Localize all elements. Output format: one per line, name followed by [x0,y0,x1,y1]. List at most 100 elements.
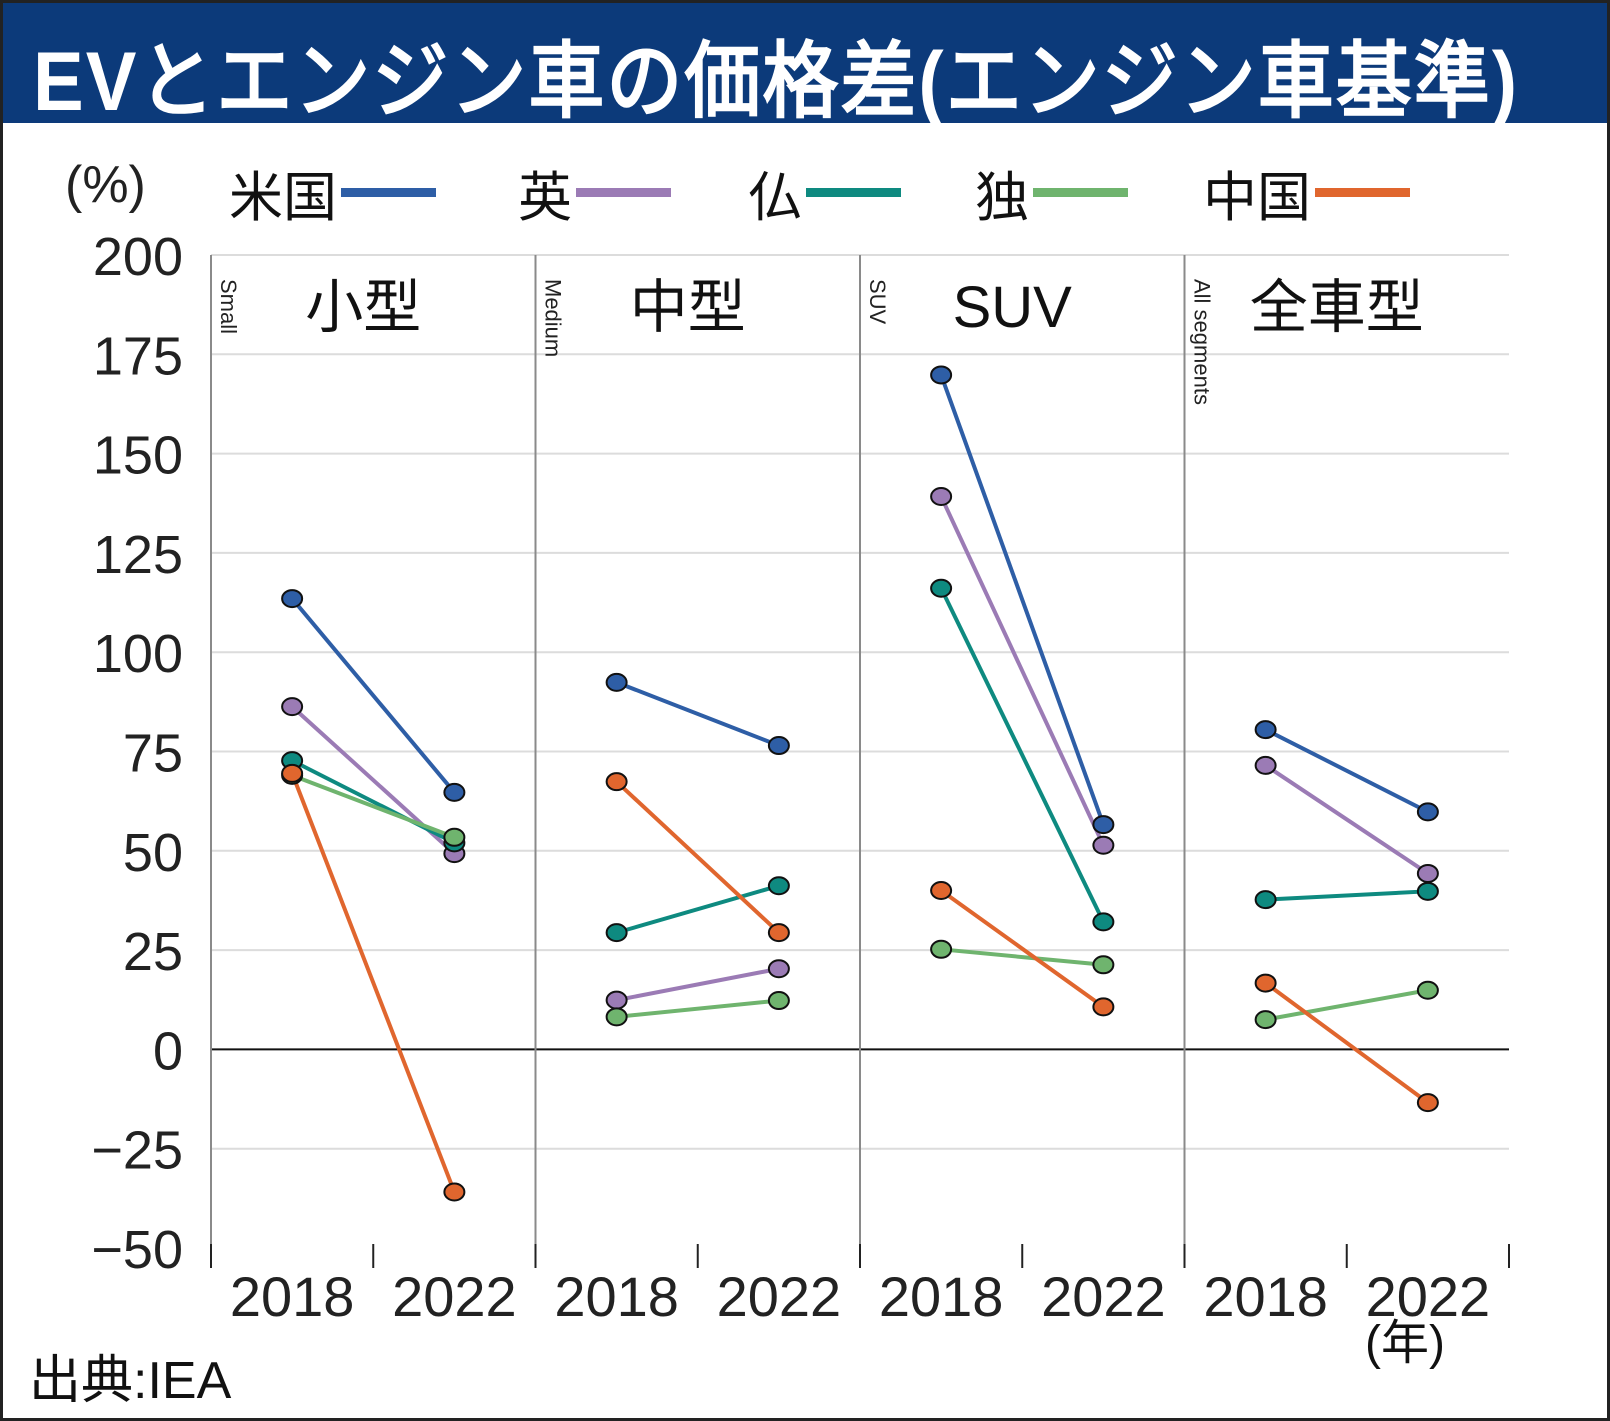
data-point [930,939,953,959]
data-point [281,697,304,717]
data-point [930,486,953,506]
legend-label: 中国 [1203,168,1311,228]
data-point [1416,863,1439,883]
series-line [616,998,780,1019]
y-tick-label: 150 [93,426,183,486]
data-point [1416,802,1439,822]
data-point [1254,720,1277,740]
data-point [1254,755,1277,775]
data-point [1092,835,1115,855]
series-line [616,966,780,1003]
data-point [930,365,953,385]
series-line [615,780,781,935]
series-line [291,758,456,845]
data-point [1092,997,1115,1017]
y-tick-label: 75 [123,724,183,784]
series-line [939,888,1105,1009]
x-tick-label: 2022 [392,1265,517,1328]
data-point [605,923,628,943]
title-bar: EVとエンジン車の価格差(エンジン車基準) [3,3,1607,129]
series-line [291,773,456,840]
y-tick-label: 25 [123,922,183,982]
data-point [605,772,628,792]
series-line [939,374,1106,826]
legend-label: 仏 [748,168,802,228]
x-tick-label: 2018 [1203,1265,1328,1328]
data-point [281,763,304,783]
x-tick-label: 2022 [717,1265,842,1328]
series-line [616,883,780,935]
data-point [767,736,790,756]
panel-subtitle: SUV [865,279,890,325]
y-tick-label: 200 [93,227,183,287]
y-tick-label: 125 [93,525,183,585]
legend-item: 独 [975,153,1128,232]
data-point [605,1007,628,1027]
series-line [615,680,780,748]
data-point [1254,973,1277,993]
panel-title: 中型 [630,275,746,340]
series-line [290,772,457,1193]
data-point [1416,1093,1439,1113]
data-point [443,827,466,847]
data-point [1416,881,1439,901]
legend-swatch [806,188,901,197]
legend-swatch [576,188,671,197]
chart-title: EVとエンジン車の価格差(エンジン車基準) [33,35,1519,129]
x-tick-label: 2022 [1041,1265,1166,1328]
data-point [443,1182,466,1202]
data-point [605,990,628,1010]
legend-item: 中国 [1203,153,1410,232]
data-point [1092,912,1115,932]
data-point [281,589,304,609]
y-tick-label: 0 [153,1021,183,1081]
y-axis-unit: (%) [65,156,146,214]
data-point [930,881,953,901]
data-point [930,578,953,598]
x-axis-unit: (年) [1365,1317,1445,1370]
data-point [1254,1010,1277,1030]
data-point [1092,955,1115,975]
series-line [1265,988,1429,1022]
panel-subtitle: Small [216,279,241,334]
panel-title: 全車型 [1250,275,1424,340]
x-tick-label: 2018 [879,1265,1004,1328]
series-line [1264,981,1430,1105]
data-point [767,991,790,1011]
source-note: 出典:IEA [29,1352,232,1410]
y-tick-label: −50 [91,1220,183,1280]
legend-swatch [1315,188,1410,197]
panel-title: SUV [953,275,1073,340]
data-point [767,923,790,943]
data-point [443,782,466,802]
plot-area: 200 175 150 125 100 75 50 25 0 −25 −50 Small 小型 2018 2… [91,227,1510,1328]
panel-title: 小型 [305,275,421,340]
y-tick-label: 100 [93,624,183,684]
x-tick-label: 2018 [230,1265,355,1328]
data-point [767,959,790,979]
series-line [1265,889,1428,902]
series-line [939,587,1106,923]
legend-swatch [341,188,436,197]
data-point [1254,890,1277,910]
series-line [939,495,1106,847]
legend-item: 英 [518,153,671,232]
y-tick-label: −25 [91,1121,183,1181]
series-line [1264,727,1429,814]
series-line [290,597,456,794]
data-point [1092,815,1115,835]
y-tick-label: 175 [93,326,183,386]
legend-label: 英 [518,168,572,228]
legend-item: 仏 [748,153,901,232]
panel-subtitle: All segments [1190,279,1215,405]
series-line [940,947,1104,967]
x-tick-label: 2022 [1366,1265,1491,1328]
x-tick-label: 2018 [554,1265,679,1328]
legend-label: 独 [975,168,1029,228]
series-line [1264,763,1429,876]
y-tick-label: 50 [123,823,183,883]
data-point [1416,980,1439,1000]
legend-swatch [1033,188,1128,197]
legend-item: 米国 [229,153,436,232]
